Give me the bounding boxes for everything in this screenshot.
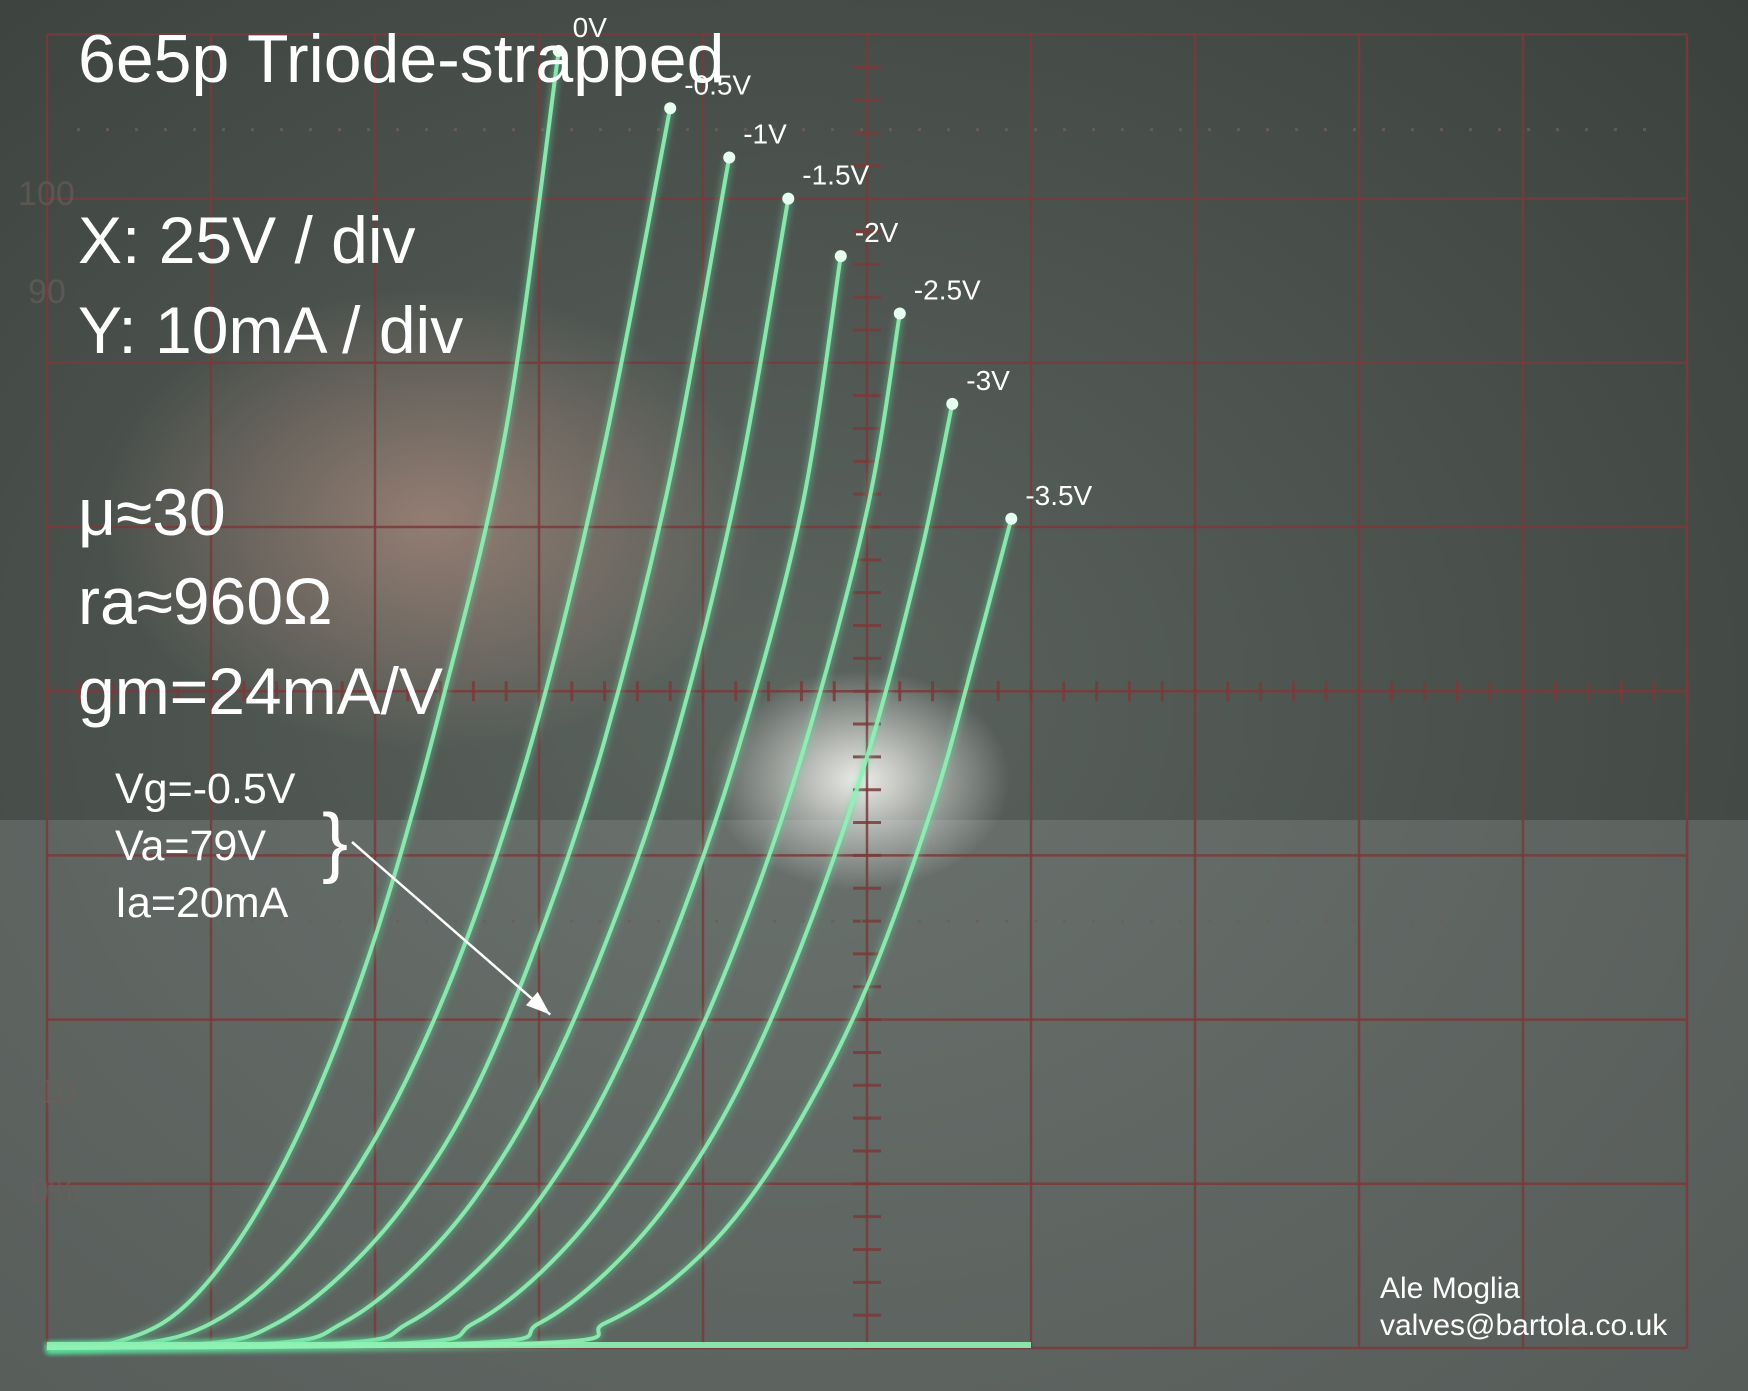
plate-curve-series bbox=[46, 198, 791, 1350]
series-label: -2.5V bbox=[914, 275, 981, 306]
y-scale-label: Y: 10mA / div bbox=[78, 293, 463, 367]
operating-point-arrow bbox=[351, 841, 552, 1016]
series-label: -1.5V bbox=[802, 160, 869, 191]
chart-title: 6e5p Triode-strapped bbox=[78, 21, 724, 97]
arrow-head bbox=[525, 991, 551, 1015]
plate-curve-series bbox=[46, 157, 732, 1350]
author-label: Ale Moglia bbox=[1380, 1272, 1520, 1305]
trace-endpoint bbox=[723, 151, 736, 164]
x-scale-label: X: 25V / div bbox=[78, 203, 416, 277]
screen-reflection bbox=[100, 290, 760, 750]
grid-voltage-labels: 0V -0.5V -1V -1.5V -2V -2.5V -3V -3.5V bbox=[573, 12, 1093, 511]
series-label: -0.5V bbox=[684, 69, 751, 100]
plate-curve-series bbox=[46, 107, 673, 1350]
graticule-90-label: 90 bbox=[28, 273, 66, 311]
trace-endpoint bbox=[664, 102, 677, 115]
trace-endpoint bbox=[1005, 512, 1018, 525]
trace-endpoint bbox=[552, 44, 565, 57]
graticule-10-label: 10 bbox=[38, 1073, 76, 1111]
series-label: -1V bbox=[743, 119, 787, 150]
graticule-100-label: 100 bbox=[18, 175, 75, 213]
screen-reflection-band bbox=[0, 820, 1748, 1391]
trace-endpoint bbox=[946, 397, 959, 410]
trace-endpoint bbox=[893, 307, 906, 320]
trace-endpoint bbox=[834, 250, 847, 263]
graticule-0-label: 0% bbox=[30, 1172, 79, 1210]
arrow-shaft bbox=[351, 841, 552, 1016]
gm-label: gm=24mA/V bbox=[78, 654, 443, 728]
op-ia-label: Ia=20mA bbox=[115, 879, 289, 927]
series-label: 0V bbox=[573, 12, 608, 43]
mu-label: μ≈30 bbox=[78, 475, 226, 549]
email-label: valves@bartola.co.uk bbox=[1380, 1309, 1668, 1342]
graticule bbox=[45, 32, 1689, 1350]
op-brace: } bbox=[322, 797, 348, 885]
plate-curves bbox=[46, 44, 1031, 1353]
plate-curve-series bbox=[46, 50, 561, 1350]
op-vg-label: Vg=-0.5V bbox=[115, 765, 296, 813]
series-label: -2V bbox=[855, 217, 899, 248]
op-va-label: Va=79V bbox=[115, 822, 266, 870]
trace-endpoint bbox=[782, 192, 795, 205]
series-label: -3V bbox=[966, 365, 1010, 396]
series-label: -3.5V bbox=[1025, 480, 1092, 511]
ra-label: ra≈960Ω bbox=[78, 564, 332, 638]
